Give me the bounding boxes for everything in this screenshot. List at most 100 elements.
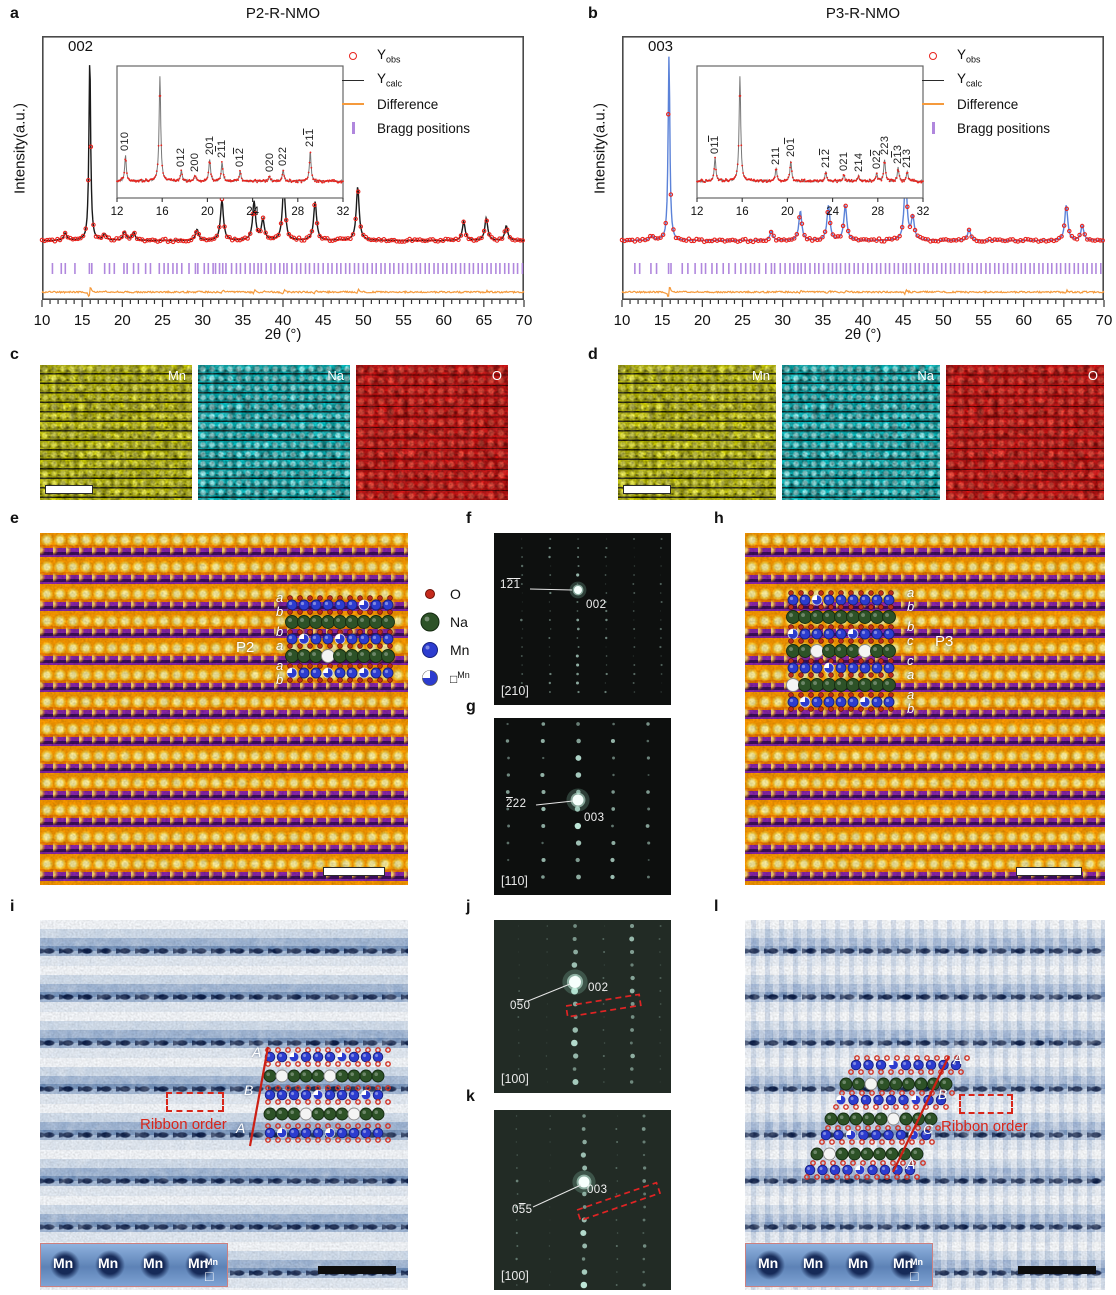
difference-label: Difference [377,96,439,112]
stacking-letter-b: b [907,599,915,614]
panel-letter-k: k [466,1088,475,1105]
svg-text:16: 16 [736,206,749,218]
x-axis-label-a: 2θ (°) [264,326,302,343]
stacking-letter-c: c [907,633,914,648]
inset-peak-label: 012 [175,147,188,167]
atomic-model-overlay [786,590,896,712]
xrd-title-p2: P2-R-NMO [245,5,321,22]
stacking-letter-A: A [906,1156,916,1172]
svg-text:15: 15 [654,312,671,329]
x-axis-label-b: 2θ (°) [844,326,882,343]
panel-letter-e: e [10,510,19,527]
zone-axis-label: [100] [501,1072,529,1086]
reflection-label-002: 002 [588,982,609,994]
bragg-label: Bragg positions [377,120,471,136]
o-atom-icon [418,584,442,604]
svg-text:24: 24 [826,206,839,218]
saed-image-100-p3: 055 003 [100] [494,1110,671,1290]
zone-axis-label: [100] [501,1269,529,1283]
svg-text:25: 25 [734,312,751,329]
map-label-mn: Mn [751,368,770,383]
stacking-letter-a: a [907,687,915,702]
scale-bar [318,1266,396,1274]
zone-axis-label: [210] [501,684,529,698]
yobs-label: Yobs [377,47,401,65]
mn-atom-icon [418,639,442,661]
noise-texture [782,365,940,500]
panel-letter-h: h [714,510,724,527]
map-label-mn: Mn [167,368,186,383]
svg-text:15: 15 [74,312,91,329]
inset-peak-label: 010 [119,131,132,152]
noise-texture [618,365,776,500]
eds-map-na-d: Na [782,365,940,500]
mn-label: Mn [803,1255,824,1271]
stacking-letter-a: a [276,658,284,673]
svg-text:12: 12 [691,206,704,218]
svg-text:25: 25 [154,312,171,329]
stacking-letter-c: c [907,653,914,668]
svg-text:30: 30 [194,312,211,329]
reflection-label-003: 003 [587,1184,608,1196]
mn-label: Mn [53,1255,74,1271]
panel-letter-b: b [588,5,598,22]
stacking-letter-A: A [236,1120,246,1136]
mn-vacancy-label: □ Mn [910,1257,923,1284]
xrd-legend-a: Yobs Ycalc Difference Bragg positions [338,44,470,140]
atom-legend-na: Na [418,608,470,636]
svg-text:65: 65 [1055,312,1072,329]
inset-peak-label: 212 [819,148,832,168]
atom-legend-na-label: Na [450,614,468,630]
ycalc-label: Ycalc [957,71,983,89]
reflection-label-050: 050 [510,1000,531,1012]
svg-text:20: 20 [201,206,214,218]
legend-entry-bragg: Bragg positions [918,116,1050,140]
mn-row-inset: Mn Mn Mn Mn □ Mn [40,1243,228,1287]
svg-text:28: 28 [871,206,884,218]
atom-legend-mn: Mn [418,636,470,664]
svg-text:40: 40 [855,312,872,329]
panel-letter-c: c [10,346,19,363]
reflection-label-222: 222 [506,798,527,810]
stacking-letter-B: B [938,1086,948,1102]
noise-texture [356,365,508,500]
saed-image-100-p2: 050 002 [100] [494,920,671,1093]
main-peak-label-003: 003 [648,38,674,55]
eds-map-o-c: O [356,365,508,500]
yobs-label: Yobs [957,47,981,65]
atomic-model-overlay [804,1055,970,1180]
scale-bar [1018,1266,1096,1274]
mn-label: Mn [848,1255,869,1271]
atomic-model-overlay [285,595,395,683]
atom-legend-mn-label: Mn [450,642,470,658]
mn-label: Mn [143,1255,164,1271]
panel-letter-g: g [466,698,476,715]
svg-text:70: 70 [516,312,533,329]
legend-entry-ycalc: Ycalc [338,68,470,92]
map-label-o: O [491,368,502,383]
difference-marker-icon [918,103,948,105]
inset-peak-label: 012 [234,147,247,167]
svg-text:45: 45 [895,312,912,329]
inset-peak-label: 201 [784,137,797,157]
eds-map-mn-d: Mn [618,365,776,500]
svg-text:16: 16 [156,206,169,218]
bragg-marker-icon [918,122,948,134]
ribbon-order-label: Ribbon order [941,1118,1028,1135]
reflection-label-002: 002 [586,599,607,611]
svg-text:35: 35 [814,312,831,329]
xrd-title-p3: P3-R-NMO [825,5,901,22]
svg-text:10: 10 [34,312,51,329]
stacking-letter-A: A [953,1051,963,1067]
panel-letter-f: f [466,510,472,527]
map-label-na: Na [327,368,344,383]
ycalc-marker-icon [918,79,948,81]
svg-text:30: 30 [774,312,791,329]
panel-letter-d: d [588,346,598,363]
y-axis-label-b: Intensity(a.u.) [591,103,609,194]
eds-map-na-c: Na [198,365,350,500]
noise-texture [40,365,192,500]
xrd-plot-p3: 003 Yobs Ycalc Difference Bragg position… [614,36,1112,329]
zone-axis-label: [110] [501,874,528,888]
inset-peak-label: 211 [304,128,317,148]
